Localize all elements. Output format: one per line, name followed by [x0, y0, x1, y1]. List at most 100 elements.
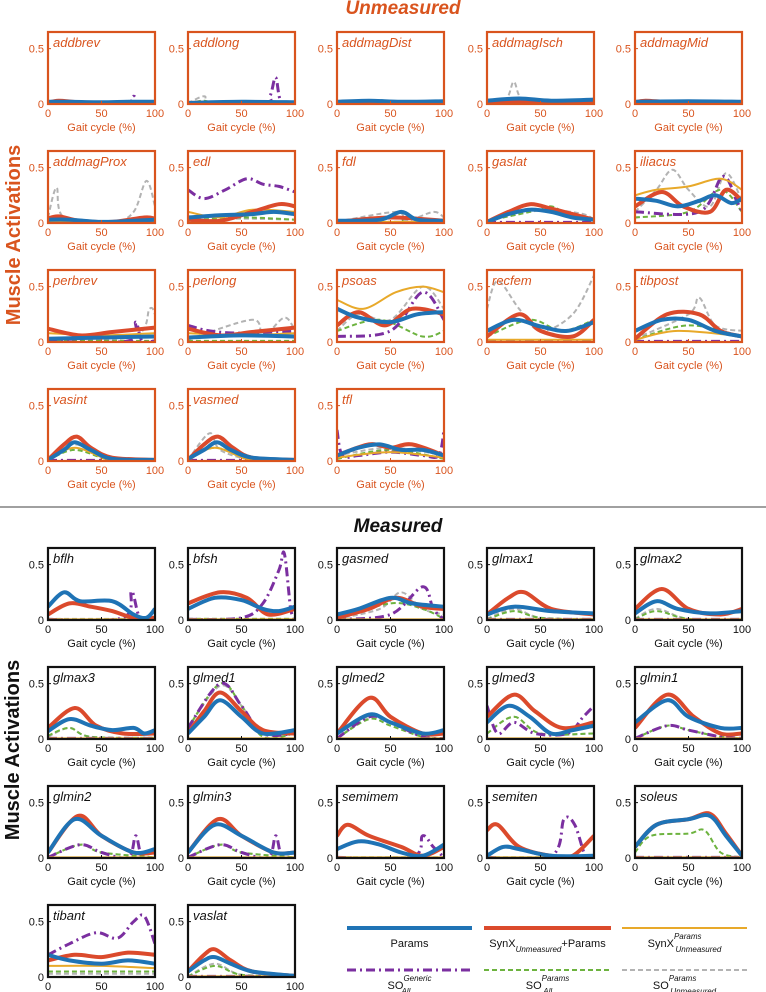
subplot-title: addmagIsch: [492, 35, 563, 50]
y-tick-label: 0: [625, 853, 631, 865]
x-tick-label: 100: [146, 743, 164, 755]
x-axis-label: Gait cycle (%): [506, 876, 574, 888]
series-line-so_params_unmeasured: [487, 607, 594, 620]
x-tick-label: 0: [185, 227, 191, 239]
y-tick-label: 0.5: [169, 282, 184, 294]
x-tick-label: 50: [235, 227, 247, 239]
x-tick-label: 0: [45, 465, 51, 477]
x-tick-label: 100: [146, 227, 164, 239]
y-tick-label: 0: [178, 337, 184, 349]
plot-area: [636, 33, 741, 103]
series-line-so_params_unmeasured: [337, 285, 444, 332]
series-line-synx_plus: [635, 692, 742, 737]
x-axis-label: Gait cycle (%): [67, 638, 135, 650]
x-tick-label: 50: [534, 624, 546, 636]
x-tick-label: 100: [146, 981, 164, 992]
series-lines: [635, 692, 742, 739]
subplot-title: edl: [193, 154, 211, 169]
series-line-synx_plus: [48, 325, 155, 338]
series-line-params: [337, 839, 444, 858]
x-tick-label: 50: [682, 743, 694, 755]
plot-area: [488, 33, 593, 103]
series-line-synx_plus: [635, 187, 742, 215]
series-line-so_generic: [635, 175, 742, 217]
x-axis-label: Gait cycle (%): [67, 241, 135, 253]
series-line-params: [635, 599, 742, 616]
series-line-params: [48, 717, 155, 736]
series-line-params: [188, 595, 295, 614]
series-line-params: [487, 207, 594, 223]
subplot-semiten: 0 50 100 0 0.5 Gait cycle (%) semiten: [468, 784, 603, 888]
y-tick-label: 0: [178, 456, 184, 468]
unmeasured-section-title: Unmeasured: [345, 0, 460, 19]
series-line-params: [337, 306, 444, 325]
series-line-synx: [337, 451, 444, 459]
series-line-params: [487, 96, 594, 103]
x-tick-label: 100: [585, 624, 603, 636]
x-axis-label: Gait cycle (%): [654, 757, 722, 769]
x-tick-label: 0: [334, 346, 340, 358]
y-tick-label: 0.5: [616, 44, 631, 56]
series-line-so_generic: [188, 323, 295, 335]
series-line-params: [48, 334, 155, 341]
y-tick-label: 0: [477, 734, 483, 746]
series-line-so_generic: [48, 913, 155, 957]
x-tick-label: 100: [286, 227, 304, 239]
legend-entry-so_params: SOParams All: [484, 969, 611, 992]
subplot-addmagMid: 0 50 100 0 0.5 Gait cycle (%) addmagMid: [616, 30, 751, 134]
x-axis-label: Gait cycle (%): [207, 241, 275, 253]
x-tick-label: 50: [235, 981, 247, 992]
subplot-addmagDist: 0 50 100 0 0.5 Gait cycle (%) addmagDist: [318, 30, 453, 134]
y-tick-label: 0.5: [468, 560, 483, 572]
series-line-params: [487, 844, 594, 858]
subplot-addlong: 0 50 100 0 0.5 Gait cycle (%) addlong: [169, 30, 304, 134]
x-tick-label: 100: [435, 862, 453, 874]
y-tick-label: 0.5: [29, 163, 44, 175]
x-tick-label: 50: [384, 465, 396, 477]
legend-label: SynXParams Unmeasured: [648, 932, 722, 954]
x-tick-label: 0: [632, 227, 638, 239]
series-line-synx_plus: [188, 201, 295, 223]
series-line-params: [188, 333, 295, 340]
subplot-title: glmed3: [492, 670, 535, 685]
x-tick-label: 0: [185, 743, 191, 755]
x-tick-label: 100: [286, 465, 304, 477]
series-line-params: [188, 698, 295, 737]
y-tick-label: 0: [477, 615, 483, 627]
series-line-so_params_unmeasured: [635, 296, 742, 340]
subplot-title: glmax3: [53, 670, 96, 685]
subplot-soleus: 0 50 100 0 0.5 Gait cycle (%) soleus: [616, 784, 751, 888]
subplot-title: glmed1: [193, 670, 236, 685]
x-tick-label: 100: [733, 743, 751, 755]
x-tick-label: 0: [45, 743, 51, 755]
x-tick-label: 0: [185, 624, 191, 636]
series-line-params: [188, 822, 295, 856]
x-axis-label: Gait cycle (%): [67, 122, 135, 134]
plot-area: [338, 152, 443, 222]
legend-label: SOParams Unmeasured: [653, 974, 717, 992]
y-tick-label: 0: [327, 853, 333, 865]
x-axis-label: Gait cycle (%): [356, 122, 424, 134]
x-tick-label: 50: [95, 743, 107, 755]
series-line-so_generic: [188, 177, 295, 201]
plot-area: [49, 152, 154, 222]
x-tick-label: 0: [484, 227, 490, 239]
y-tick-label: 0: [38, 218, 44, 230]
x-axis-label: Gait cycle (%): [506, 360, 574, 372]
measured-y-axis-label: Muscle Activations: [2, 660, 24, 840]
x-tick-label: 100: [286, 624, 304, 636]
x-axis-label: Gait cycle (%): [506, 757, 574, 769]
y-tick-label: 0.5: [468, 679, 483, 691]
x-tick-label: 50: [95, 624, 107, 636]
x-axis-label: Gait cycle (%): [356, 757, 424, 769]
x-tick-label: 0: [484, 743, 490, 755]
series-lines: [188, 177, 295, 223]
subplot-glmin2: 0 50 100 0 0.5 Gait cycle (%) glmin2: [29, 784, 164, 888]
x-axis-label: Gait cycle (%): [356, 241, 424, 253]
x-axis-label: Gait cycle (%): [207, 638, 275, 650]
series-line-synx_plus: [188, 590, 295, 617]
x-tick-label: 50: [235, 624, 247, 636]
subplot-title: perlong: [192, 273, 237, 288]
